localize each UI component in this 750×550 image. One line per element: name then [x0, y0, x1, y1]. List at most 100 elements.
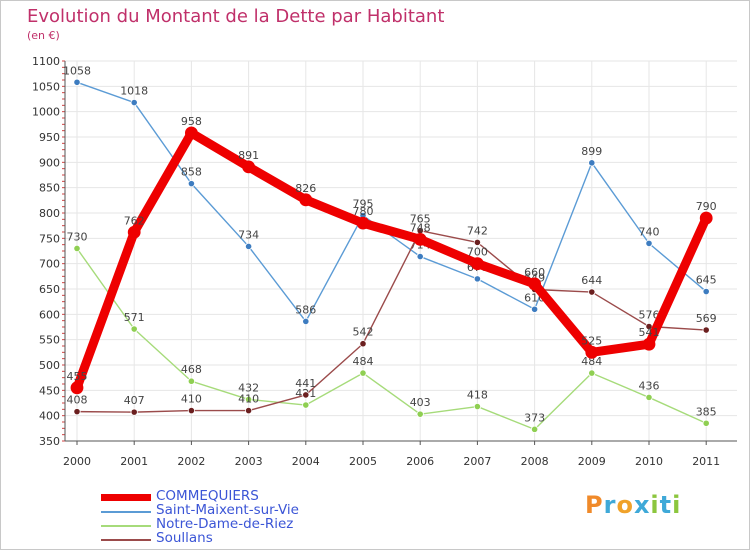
data-point [242, 160, 256, 174]
data-label: 762 [124, 214, 145, 227]
data-point [530, 305, 539, 313]
data-label: 730 [67, 230, 88, 243]
data-label: 373 [524, 411, 545, 424]
data-label: 432 [238, 381, 259, 394]
logo-letter: r [603, 491, 617, 519]
data-point [299, 193, 313, 207]
y-tick-label: 700 [39, 258, 60, 271]
data-point [473, 238, 481, 246]
data-point [187, 180, 195, 188]
data-label: 858 [181, 166, 202, 179]
data-label: 700 [467, 246, 488, 259]
data-point [588, 369, 596, 377]
legend-label: Saint-Maixent-sur-Vie [156, 502, 299, 518]
x-tick-label: 2009 [578, 455, 606, 468]
data-label: 436 [639, 379, 660, 392]
data-point [70, 381, 84, 395]
data-label: 891 [238, 149, 259, 162]
data-point [245, 395, 253, 404]
data-point [585, 345, 599, 359]
legend-label: Notre-Dame-de-Riez [156, 516, 294, 532]
data-label: 748 [410, 221, 431, 234]
data-point [588, 288, 596, 296]
data-label: 385 [696, 405, 717, 418]
y-tick-label: 750 [39, 232, 60, 245]
data-point [130, 98, 138, 107]
data-point [73, 244, 81, 253]
data-point [645, 393, 653, 402]
data-label: 958 [181, 115, 202, 128]
data-point [302, 317, 310, 326]
legend-swatch [101, 494, 151, 501]
y-tick-label: 1000 [32, 106, 60, 119]
data-point [130, 408, 138, 416]
data-label: 484 [353, 355, 374, 368]
y-tick-label: 350 [39, 435, 60, 448]
y-tick-label: 1100 [32, 55, 60, 68]
x-tick-label: 2001 [120, 455, 148, 468]
y-tick-label: 550 [39, 334, 60, 347]
logo-letter: x [633, 491, 651, 519]
data-point [702, 287, 710, 296]
data-point [302, 401, 310, 409]
x-tick-label: 2003 [235, 455, 263, 468]
y-tick-label: 450 [39, 384, 60, 397]
data-label: 525 [581, 334, 602, 347]
x-tick-label: 2005 [349, 455, 377, 468]
x-tick-label: 2000 [63, 455, 91, 468]
x-tick-label: 2002 [177, 455, 205, 468]
logo-letter: P [585, 491, 604, 519]
series-line [76, 247, 707, 431]
y-tick-label: 500 [39, 359, 60, 372]
data-label: 410 [238, 393, 259, 406]
data-label: 1018 [120, 85, 148, 98]
legend-swatch [101, 539, 151, 541]
data-point [416, 252, 424, 261]
series-line [72, 128, 711, 393]
data-label: 826 [295, 182, 316, 195]
x-tick-label: 2004 [292, 455, 320, 468]
data-label: 542 [353, 326, 374, 339]
data-point [413, 232, 427, 246]
data-label: 455 [67, 370, 88, 383]
data-point [473, 402, 481, 411]
data-label: 795 [353, 198, 374, 211]
data-point [356, 216, 370, 230]
data-label: 734 [238, 228, 259, 241]
legend-label: COMMEQUIERS [156, 488, 259, 504]
data-point [302, 391, 310, 399]
y-tick-label: 650 [39, 283, 60, 296]
data-label: 468 [181, 363, 202, 376]
series-line [76, 81, 707, 323]
data-point [470, 257, 484, 271]
data-point [530, 425, 539, 433]
logo-letter: i [650, 491, 660, 519]
data-point [473, 275, 481, 283]
y-tick-label: 950 [39, 131, 60, 144]
data-label: 790 [696, 200, 717, 213]
logo-letter: i [672, 491, 682, 519]
data-label: 899 [581, 145, 602, 158]
data-label: 441 [295, 377, 316, 390]
data-label: 586 [295, 303, 316, 316]
data-point [702, 419, 710, 427]
data-label: 484 [581, 355, 602, 368]
logo-letter: t [659, 491, 673, 519]
data-point [130, 325, 138, 333]
data-point [642, 337, 656, 351]
data-label: 1058 [63, 64, 91, 77]
y-tick-label: 850 [39, 182, 60, 195]
data-point [127, 225, 141, 239]
data-point [184, 126, 198, 140]
data-label: 410 [181, 393, 202, 406]
y-tick-label: 600 [39, 308, 60, 321]
data-point [588, 159, 596, 167]
data-label: 407 [124, 394, 145, 407]
data-label: 569 [696, 312, 717, 325]
data-point [699, 211, 713, 225]
data-label: 742 [467, 224, 488, 237]
data-label: 780 [353, 205, 374, 218]
plot-area [65, 61, 737, 441]
data-point [359, 340, 367, 348]
